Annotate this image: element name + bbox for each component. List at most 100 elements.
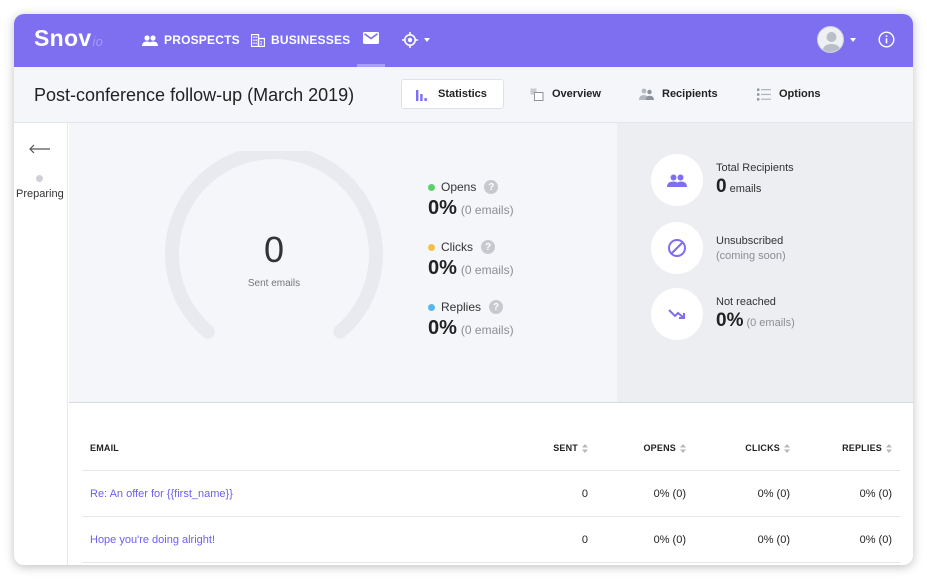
tab-options[interactable]: Options [743, 79, 835, 109]
cell-replies: 0% (0) [859, 534, 892, 546]
page-title: Post-conference follow-up (March 2019) [34, 85, 355, 105]
table-row[interactable]: Hope you're doing alright! 0 0% (0) 0% (… [82, 517, 900, 563]
cell-replies: 0% (0) [859, 488, 892, 500]
metric-replies: Replies ? 0% (0 emails) [428, 300, 514, 340]
opens-dot [428, 183, 435, 191]
unsubscribed-note: (coming soon) [716, 249, 786, 262]
chevron-down-icon [424, 38, 430, 42]
nav-email-campaigns[interactable] [357, 27, 385, 67]
block-icon [651, 222, 703, 274]
people-icon [142, 34, 158, 46]
chevron-down-icon [850, 37, 856, 42]
help-icon[interactable]: ? [484, 180, 499, 194]
recipients-icon [639, 88, 654, 100]
sent-count: 0 [263, 229, 285, 270]
sort-icon [886, 443, 892, 453]
not-reached-label: Not reached [716, 296, 776, 308]
table-row[interactable]: Re: An offer for {{first_name}} 0 0% (0)… [82, 471, 900, 517]
sent-label: Sent emails [247, 278, 301, 289]
logo[interactable]: Snovio [34, 25, 103, 52]
replies-count: (0 emails) [460, 323, 514, 337]
total-recipients-unit: emails [729, 183, 762, 195]
active-indicator [357, 64, 385, 67]
metric-clicks: Clicks ? 0% (0 emails) [428, 240, 514, 280]
unsubscribed: Unsubscribed (coming soon) [651, 222, 786, 274]
app-window: Snovio PROSPECTS BUSINESSES P [14, 14, 913, 565]
nav-prospects-label: PROSPECTS [164, 33, 240, 47]
column-sent[interactable]: SENT [553, 443, 588, 453]
replies-label: Replies [441, 300, 482, 314]
campaign-header: Post-conference follow-up (March 2019) S… [14, 67, 913, 123]
back-arrow-icon[interactable] [29, 141, 51, 159]
left-rail: Preparing [14, 123, 68, 565]
tab-statistics[interactable]: Statistics [401, 79, 504, 109]
nav-businesses-label: BUSINESSES [271, 33, 351, 47]
nav-businesses[interactable]: BUSINESSES [251, 33, 350, 47]
logo-suffix: io [92, 34, 104, 49]
emails-table: EMAIL SENT OPENS CLICKS REPLIES Re: An o… [69, 402, 913, 565]
info-icon[interactable] [878, 31, 895, 53]
sort-icon [680, 443, 686, 453]
overview-icon [530, 88, 544, 101]
sent-gauge [165, 151, 383, 339]
cell-clicks: 0% (0) [757, 534, 790, 546]
tab-recipients-label: Recipients [662, 88, 718, 100]
not-reached-unit: (0 emails) [746, 317, 795, 329]
email-subject-link[interactable]: Re: An offer for {{first_name}} [90, 488, 233, 500]
user-icon [822, 32, 841, 52]
cell-opens: 0% (0) [653, 488, 686, 500]
not-reached-value: 0% [716, 310, 744, 331]
unsubscribed-label: Unsubscribed [716, 234, 784, 247]
column-email: EMAIL [90, 443, 119, 453]
not-reached: Not reached 0% (0 emails) [651, 288, 795, 340]
cell-sent: 0 [581, 534, 588, 546]
opens-count: (0 emails) [460, 203, 514, 217]
sort-icon [582, 443, 588, 453]
logo-text: Snov [34, 25, 92, 51]
trend-arrow-icon [651, 288, 703, 340]
status-label: Preparing [16, 188, 64, 200]
replies-percent: 0% [428, 317, 457, 339]
tab-recipients[interactable]: Recipients [625, 79, 732, 109]
metric-opens: Opens ? 0% (0 emails) [428, 180, 514, 220]
tab-overview-label: Overview [552, 88, 601, 100]
recipients-summary: Total Recipients 0 emails Unsubscribed (c… [617, 123, 913, 402]
avatar [817, 26, 844, 53]
building-icon [251, 33, 265, 47]
list-icon [757, 88, 771, 100]
mail-icon [363, 32, 379, 44]
help-icon[interactable]: ? [481, 240, 495, 254]
clicks-label: Clicks [441, 240, 473, 254]
crosshair-icon [402, 32, 418, 48]
column-replies[interactable]: REPLIES [842, 443, 892, 453]
tab-options-label: Options [779, 88, 821, 100]
column-opens[interactable]: OPENS [643, 443, 686, 453]
opens-label: Opens [441, 180, 477, 194]
campaign-stats: 0 Sent emails Opens ? 0% (0 emails) Clic… [69, 123, 617, 402]
total-recipients: Total Recipients 0 emails [651, 154, 794, 206]
people-icon [651, 154, 703, 206]
help-icon[interactable]: ? [489, 300, 504, 314]
email-subject-link[interactable]: Hope you're doing alright! [90, 534, 216, 546]
opens-percent: 0% [428, 197, 457, 219]
nav-prospects[interactable]: PROSPECTS [142, 33, 240, 47]
total-recipients-value: 0 [716, 176, 727, 197]
column-clicks[interactable]: CLICKS [745, 443, 790, 453]
table-header: EMAIL SENT OPENS CLICKS REPLIES [82, 427, 900, 471]
tab-overview[interactable]: Overview [516, 79, 615, 109]
cell-opens: 0% (0) [653, 534, 686, 546]
status-indicator [36, 175, 43, 182]
clicks-dot [428, 243, 435, 251]
cell-sent: 0 [581, 488, 588, 500]
cell-clicks: 0% (0) [757, 488, 790, 500]
clicks-count: (0 emails) [460, 263, 514, 277]
sort-icon [784, 443, 790, 453]
tab-statistics-label: Statistics [438, 88, 487, 100]
user-menu[interactable] [817, 26, 856, 53]
nav-tracking-menu[interactable] [402, 32, 430, 48]
total-recipients-label: Total Recipients [716, 162, 794, 174]
top-nav-bar: Snovio PROSPECTS BUSINESSES [14, 14, 913, 67]
bar-chart-icon [416, 89, 427, 101]
replies-dot [428, 303, 435, 311]
clicks-percent: 0% [428, 257, 457, 279]
